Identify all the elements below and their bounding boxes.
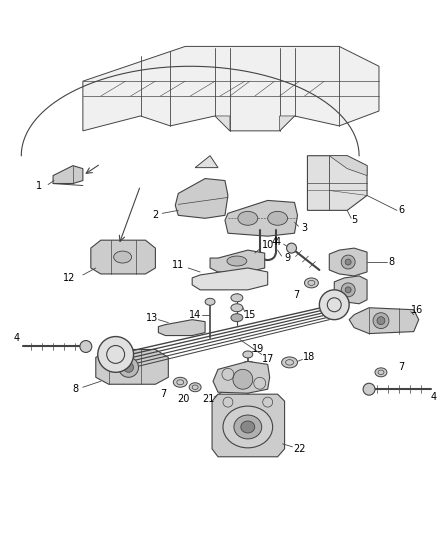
Polygon shape: [96, 350, 168, 384]
Polygon shape: [53, 166, 83, 183]
Text: 21: 21: [202, 394, 214, 404]
Circle shape: [319, 290, 349, 320]
Polygon shape: [159, 320, 205, 336]
Text: 1: 1: [36, 181, 42, 190]
Circle shape: [345, 259, 351, 265]
Text: 9: 9: [285, 253, 291, 263]
Ellipse shape: [223, 406, 273, 448]
Text: 4: 4: [272, 237, 278, 247]
Text: 4: 4: [275, 237, 281, 247]
Ellipse shape: [231, 314, 243, 321]
Text: 8: 8: [73, 384, 79, 394]
Text: 11: 11: [172, 260, 184, 270]
Ellipse shape: [231, 304, 243, 312]
Ellipse shape: [205, 298, 215, 305]
Text: 7: 7: [398, 362, 404, 373]
Circle shape: [341, 255, 355, 269]
Ellipse shape: [234, 415, 262, 439]
Polygon shape: [212, 394, 285, 457]
Circle shape: [286, 243, 297, 253]
Polygon shape: [83, 46, 379, 131]
Polygon shape: [279, 116, 294, 131]
Polygon shape: [215, 116, 230, 131]
Polygon shape: [213, 361, 270, 393]
Ellipse shape: [268, 212, 288, 225]
Ellipse shape: [241, 421, 255, 433]
Text: 4: 4: [431, 392, 437, 402]
Circle shape: [80, 341, 92, 352]
Polygon shape: [307, 156, 367, 211]
Text: 15: 15: [244, 310, 256, 320]
Polygon shape: [225, 200, 297, 236]
Polygon shape: [349, 308, 419, 334]
Circle shape: [233, 369, 253, 389]
Ellipse shape: [238, 212, 258, 225]
Polygon shape: [195, 156, 218, 168]
Circle shape: [363, 383, 375, 395]
Polygon shape: [329, 248, 367, 276]
Text: 16: 16: [410, 305, 423, 314]
Polygon shape: [334, 276, 367, 304]
Text: 6: 6: [399, 205, 405, 215]
Text: 20: 20: [177, 394, 189, 404]
Circle shape: [341, 283, 355, 297]
Text: 3: 3: [301, 223, 307, 233]
Text: 7: 7: [293, 290, 300, 300]
Polygon shape: [91, 240, 155, 274]
Polygon shape: [329, 156, 367, 175]
Polygon shape: [192, 268, 268, 290]
Ellipse shape: [114, 251, 131, 263]
Ellipse shape: [243, 351, 253, 358]
Ellipse shape: [375, 368, 387, 377]
Text: 5: 5: [351, 215, 357, 225]
Polygon shape: [210, 250, 265, 272]
Text: 12: 12: [63, 273, 75, 283]
Ellipse shape: [173, 377, 187, 387]
Text: 17: 17: [261, 354, 274, 365]
Text: 2: 2: [152, 211, 159, 220]
Circle shape: [124, 362, 134, 373]
Text: 7: 7: [160, 389, 166, 399]
Circle shape: [377, 317, 385, 325]
Text: 4: 4: [13, 333, 19, 343]
Ellipse shape: [231, 294, 243, 302]
Ellipse shape: [189, 383, 201, 392]
Text: 8: 8: [389, 257, 395, 267]
Circle shape: [119, 358, 138, 377]
Text: 10: 10: [261, 240, 274, 250]
Text: 14: 14: [189, 310, 201, 320]
Text: 22: 22: [293, 444, 306, 454]
Circle shape: [345, 287, 351, 293]
Text: 19: 19: [251, 344, 264, 354]
Ellipse shape: [304, 278, 318, 288]
Text: 18: 18: [303, 352, 315, 362]
Ellipse shape: [282, 357, 297, 368]
Ellipse shape: [227, 256, 247, 266]
Polygon shape: [175, 179, 228, 219]
Circle shape: [98, 336, 134, 373]
Text: 13: 13: [146, 313, 159, 322]
Circle shape: [373, 313, 389, 329]
